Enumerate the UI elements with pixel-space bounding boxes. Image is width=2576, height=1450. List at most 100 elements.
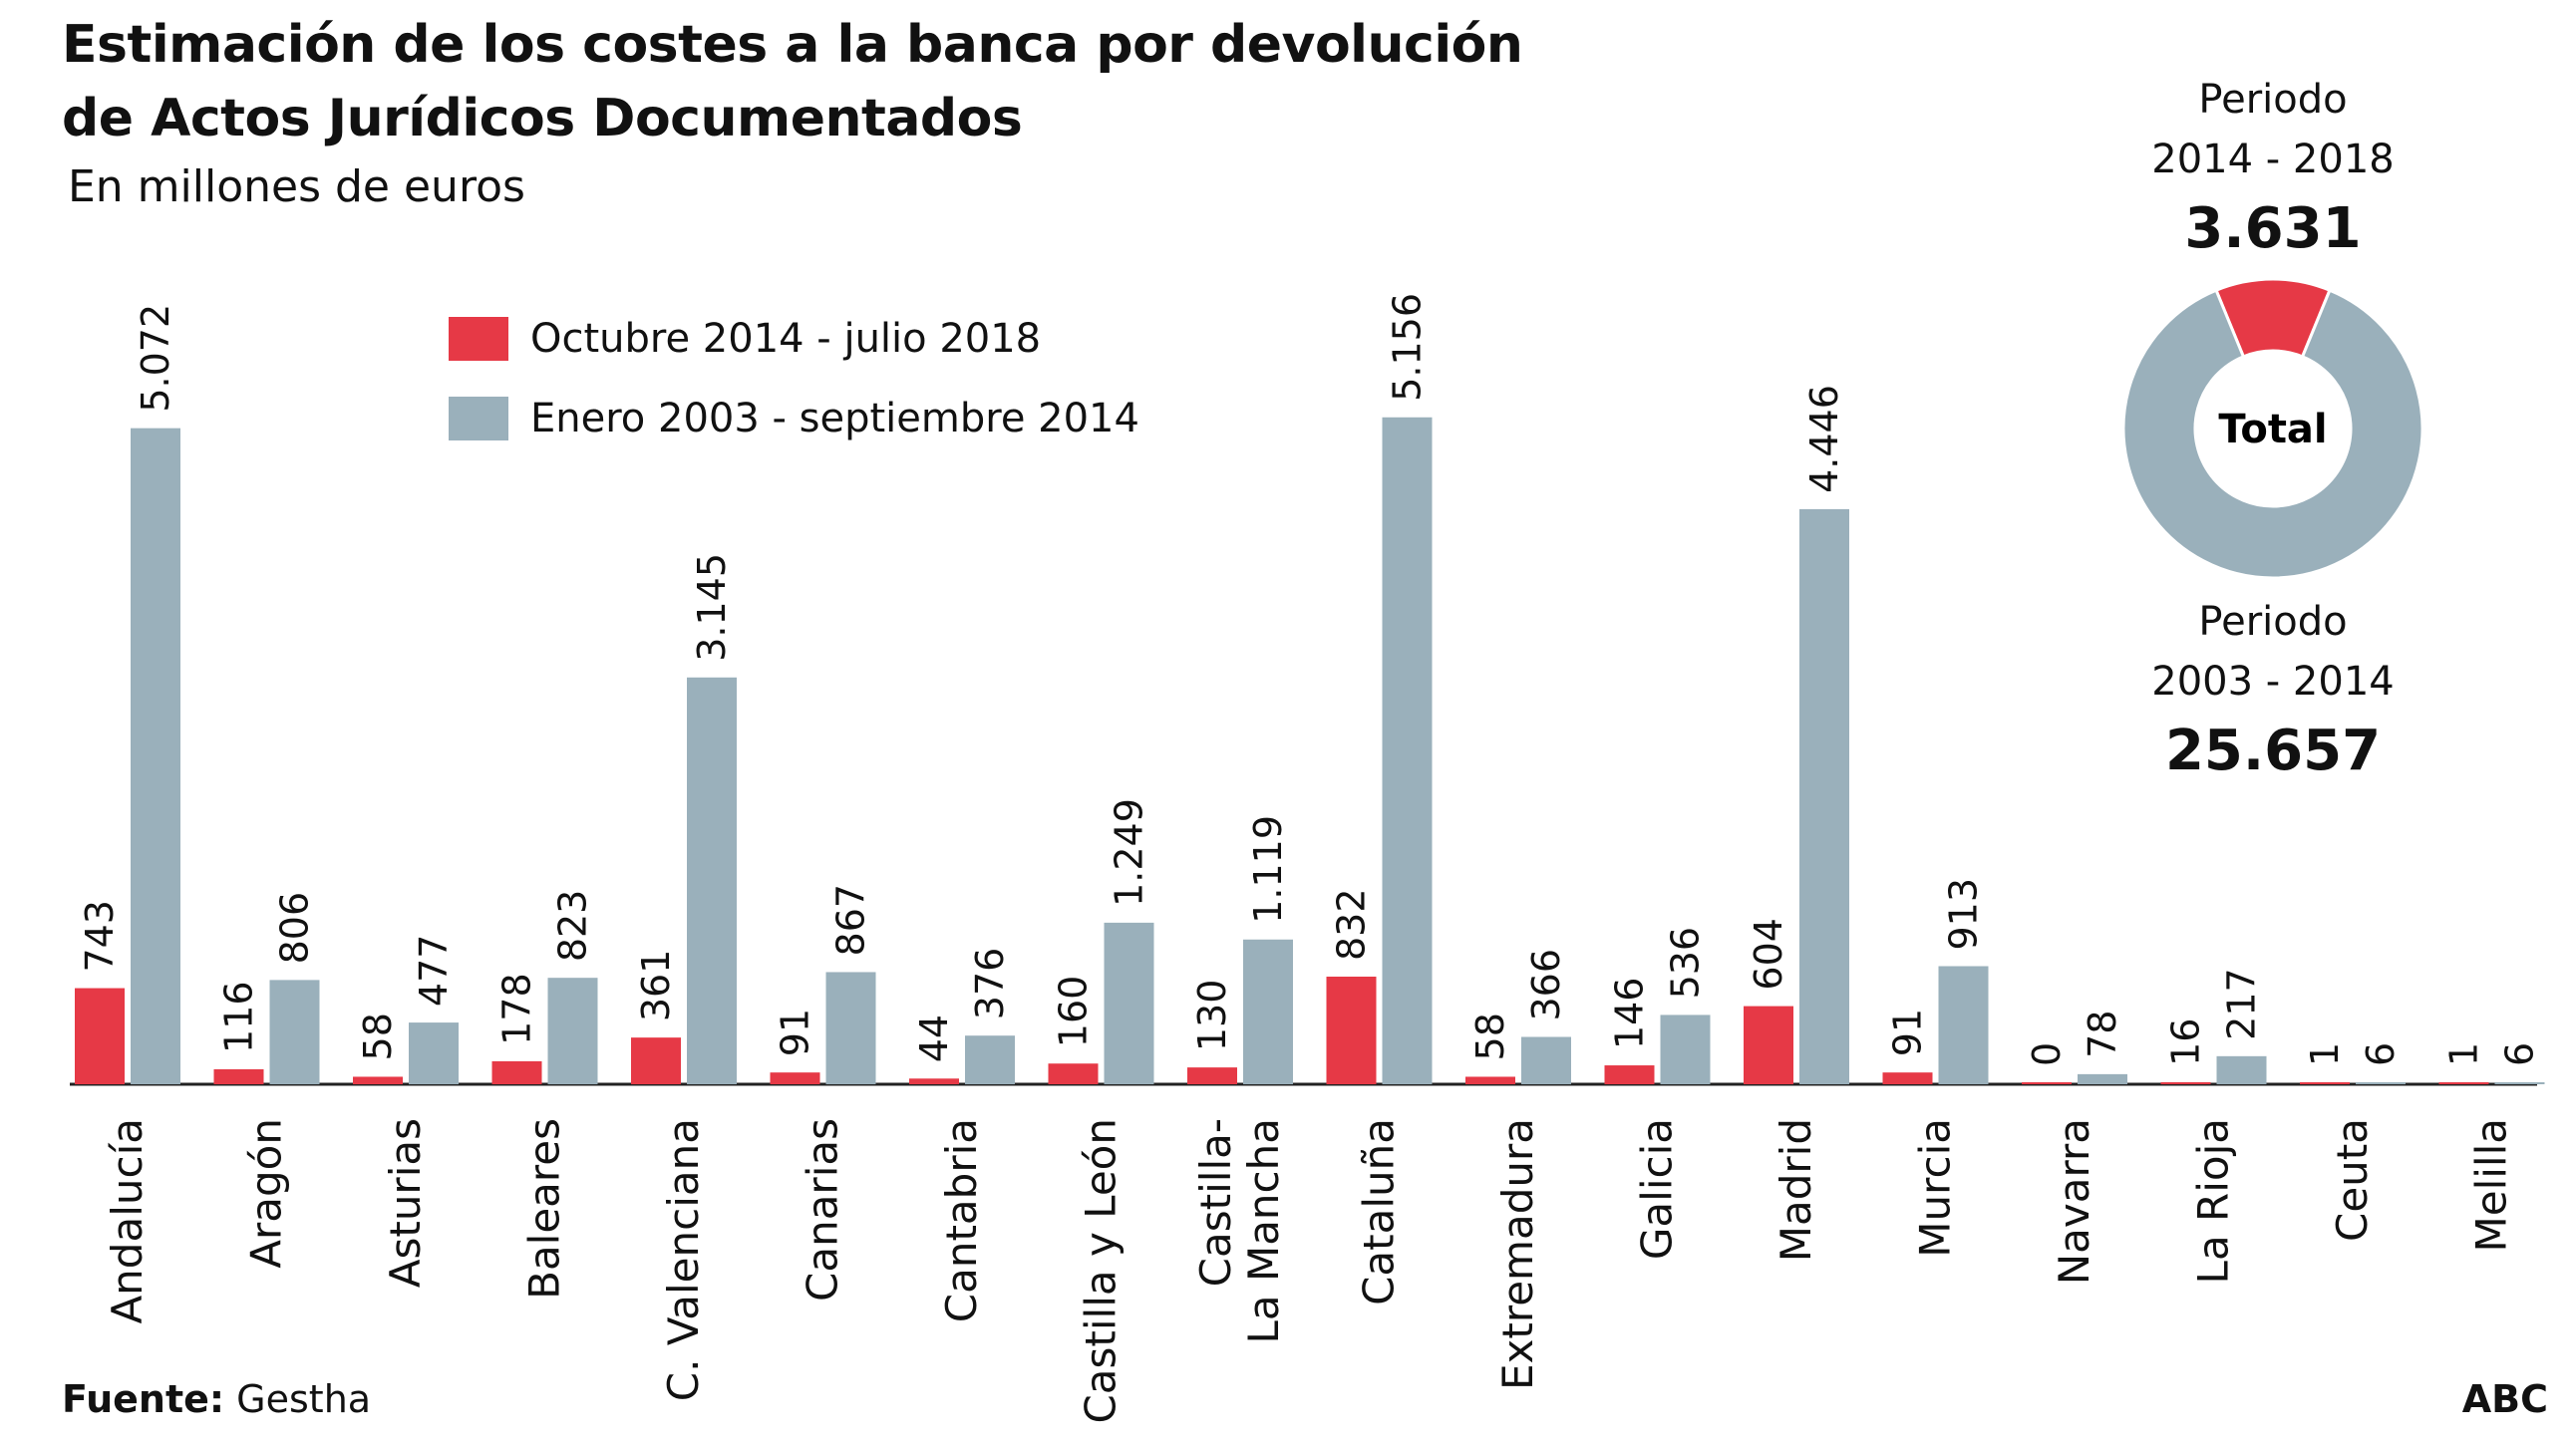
category-label-3: Baleares [520, 1118, 569, 1300]
category-label-10-line-0: Extremadura [1493, 1118, 1542, 1390]
category-label-15: La Rioja [2189, 1118, 2238, 1284]
category-label-16: Ceuta [2328, 1118, 2377, 1242]
bar-red-10 [1465, 1076, 1515, 1084]
legend-item-1: Octubre 2014 - julio 2018 [449, 299, 1139, 379]
category-label-0: Andalucía [103, 1118, 152, 1324]
legend-label-2: Enero 2003 - septiembre 2014 [530, 396, 1139, 441]
category-label-4: C. Valenciana [659, 1118, 708, 1401]
category-label-12: Madrid [1771, 1118, 1820, 1262]
value-label-grey-14: 78 [2081, 1011, 2124, 1058]
bar-red-12 [1744, 1006, 1793, 1084]
category-label-17-line-0: Melilla [2467, 1118, 2516, 1253]
category-label-9: Cataluña [1355, 1118, 1404, 1305]
bar-red-5 [770, 1072, 820, 1084]
category-label-2: Asturias [381, 1118, 430, 1288]
bar-red-9 [1326, 977, 1377, 1084]
category-label-10: Extremadura [1493, 1118, 1542, 1390]
category-label-7: Castilla y León [1077, 1118, 1126, 1424]
value-label-red-1: 116 [217, 981, 261, 1053]
value-label-red-4: 361 [634, 950, 678, 1022]
source-value: Gestha [236, 1377, 372, 1421]
bar-grey-9 [1382, 417, 1433, 1084]
value-label-grey-7: 1.249 [1108, 798, 1151, 907]
bar-grey-6 [965, 1035, 1015, 1084]
value-label-grey-16: 6 [2359, 1042, 2403, 1066]
value-label-grey-3: 823 [551, 890, 595, 963]
category-label-0-line-0: Andalucía [103, 1118, 152, 1324]
value-label-grey-11: 536 [1664, 927, 1708, 1000]
value-label-grey-9: 5.156 [1386, 293, 1430, 402]
bar-grey-16 [2356, 1082, 2406, 1084]
value-label-grey-2: 477 [412, 935, 456, 1008]
value-label-red-3: 178 [495, 973, 539, 1045]
brand-logo: ABC [2461, 1377, 2548, 1421]
value-label-red-12: 604 [1747, 918, 1790, 991]
category-label-7-line-0: Castilla y León [1077, 1118, 1126, 1424]
bar-grey-13 [1938, 966, 1989, 1084]
value-label-red-0: 743 [78, 900, 122, 973]
category-label-1: Aragón [242, 1118, 291, 1269]
value-label-red-8: 130 [1190, 980, 1234, 1052]
value-label-red-5: 91 [774, 1009, 817, 1056]
chart-title-line1: Estimación de los costes a la banca por … [62, 15, 1523, 75]
bar-grey-7 [1104, 922, 1154, 1084]
bar-red-0 [75, 988, 125, 1084]
bar-grey-8 [1243, 939, 1293, 1084]
value-label-grey-4: 3.145 [690, 553, 734, 662]
bar-red-13 [1882, 1072, 1933, 1084]
value-label-red-13: 91 [1886, 1009, 1930, 1056]
category-label-14: Navarra [2050, 1118, 2098, 1285]
value-label-red-11: 146 [1608, 978, 1652, 1050]
donut-panel: Periodo 2014 - 2018 3.631 Total Periodo … [2113, 70, 2432, 791]
donut-bottom-period-line2: 2003 - 2014 [2151, 659, 2395, 705]
value-label-grey-0: 5.072 [134, 304, 177, 413]
value-label-grey-17: 6 [2498, 1042, 2542, 1066]
donut-top-period-line2: 2014 - 2018 [2151, 137, 2395, 182]
value-label-red-9: 832 [1330, 888, 1374, 961]
category-label-16-line-0: Ceuta [2328, 1118, 2377, 1242]
chart-subtitle: En millones de euros [68, 161, 525, 212]
donut-bottom-period-line1: Periodo [2198, 599, 2348, 645]
bar-red-6 [909, 1078, 959, 1084]
bar-red-14 [2022, 1082, 2072, 1084]
bar-grey-10 [1521, 1036, 1571, 1084]
legend-swatch-2 [449, 397, 508, 440]
category-label-1-line-0: Aragón [242, 1118, 291, 1269]
category-label-5: Canarias [799, 1118, 847, 1302]
bar-grey-11 [1660, 1015, 1711, 1084]
bar-red-3 [491, 1060, 542, 1084]
value-label-red-15: 16 [2164, 1018, 2208, 1066]
category-label-8-line-0: Castilla- [1191, 1118, 1240, 1287]
bar-red-15 [2160, 1081, 2211, 1084]
bar-grey-14 [2078, 1073, 2127, 1084]
value-label-red-16: 1 [2303, 1042, 2347, 1066]
source-label: Fuente: [62, 1377, 225, 1421]
category-label-9-line-0: Cataluña [1355, 1118, 1404, 1305]
bar-red-16 [2300, 1082, 2350, 1084]
category-label-14-line-0: Navarra [2050, 1118, 2098, 1285]
bar-grey-0 [131, 428, 180, 1084]
category-label-4-line-0: C. Valenciana [659, 1118, 708, 1401]
donut-slice-1 [2121, 288, 2424, 580]
category-label-13-line-0: Murcia [1911, 1118, 1960, 1258]
bar-grey-2 [409, 1022, 459, 1084]
value-label-red-6: 44 [912, 1015, 956, 1062]
bar-grey-5 [825, 972, 876, 1084]
category-label-11: Galicia [1633, 1118, 1682, 1260]
category-label-8: Castilla- La Mancha [1191, 1118, 1288, 1344]
bar-red-8 [1187, 1067, 1237, 1084]
value-label-grey-12: 4.446 [1802, 385, 1846, 493]
value-label-grey-5: 867 [829, 884, 873, 957]
legend-label-1: Octubre 2014 - julio 2018 [530, 316, 1042, 362]
category-label-6: Cantabria [937, 1118, 986, 1322]
donut-bottom-value: 25.657 [2164, 719, 2382, 783]
donut-chart: Total [2121, 277, 2424, 580]
legend-item-2: Enero 2003 - septiembre 2014 [449, 379, 1139, 458]
category-label-11-line-0: Galicia [1633, 1118, 1682, 1260]
value-label-red-7: 160 [1052, 976, 1096, 1048]
category-label-5-line-0: Canarias [799, 1118, 847, 1302]
donut-top-period-line1: Periodo [2198, 77, 2348, 123]
value-label-grey-1: 806 [273, 892, 317, 965]
category-label-13: Murcia [1911, 1118, 1960, 1258]
